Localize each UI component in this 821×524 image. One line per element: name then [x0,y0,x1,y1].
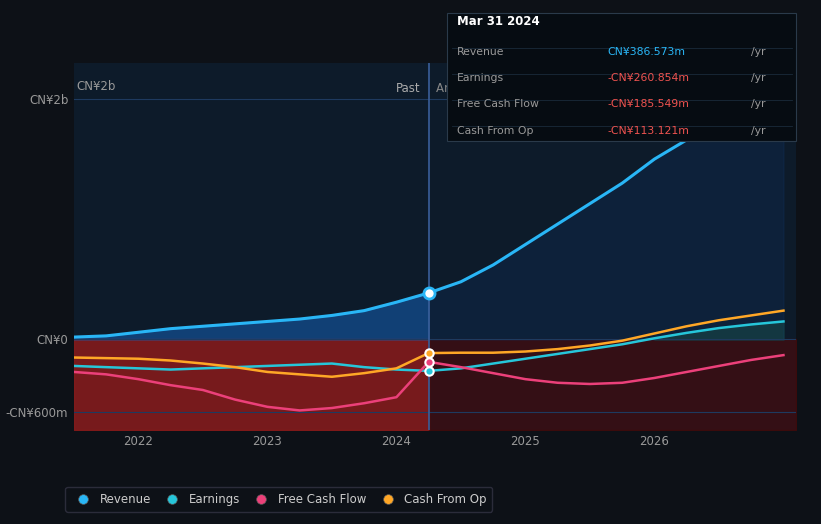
Text: CN¥386.573m: CN¥386.573m [608,47,686,57]
Text: /yr: /yr [751,47,766,57]
Legend: Revenue, Earnings, Free Cash Flow, Cash From Op: Revenue, Earnings, Free Cash Flow, Cash … [66,487,493,512]
Text: /yr: /yr [751,100,766,110]
Text: /yr: /yr [751,73,766,83]
Text: /yr: /yr [751,126,766,136]
Text: Revenue: Revenue [457,47,505,57]
Text: Earnings: Earnings [457,73,504,83]
Text: Mar 31 2024: Mar 31 2024 [457,15,540,28]
Text: Past: Past [397,82,421,95]
Text: Free Cash Flow: Free Cash Flow [457,100,539,110]
Text: Cash From Op: Cash From Op [457,126,534,136]
Text: CN¥2b: CN¥2b [76,80,116,93]
Text: -CN¥185.549m: -CN¥185.549m [608,100,690,110]
Text: Analysts Forecasts: Analysts Forecasts [437,82,546,95]
Text: -CN¥113.121m: -CN¥113.121m [608,126,690,136]
Text: -CN¥260.854m: -CN¥260.854m [608,73,690,83]
